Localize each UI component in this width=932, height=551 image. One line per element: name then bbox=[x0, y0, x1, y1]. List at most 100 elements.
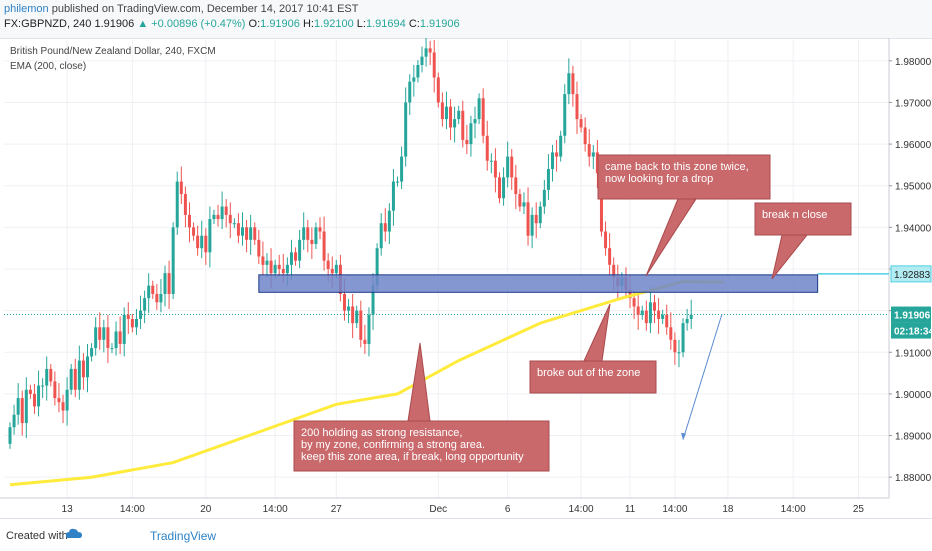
published-text: published on TradingView.com, December 1… bbox=[51, 3, 359, 15]
candle-body bbox=[665, 314, 669, 328]
candle-body bbox=[73, 368, 77, 390]
candle-body bbox=[12, 414, 16, 428]
candle-body bbox=[61, 402, 65, 411]
close-value: 1.91906 bbox=[419, 18, 460, 30]
candle-body bbox=[285, 264, 289, 274]
candle-body bbox=[461, 110, 465, 140]
candle-body bbox=[522, 202, 526, 207]
candle-body bbox=[289, 252, 293, 265]
candle-body bbox=[681, 323, 685, 353]
came-back-callout-box[interactable] bbox=[597, 154, 771, 200]
chart-title: British Pound/New Zealand Dollar, 240, F… bbox=[10, 46, 216, 57]
publish-info: philemon published on TradingView.com, D… bbox=[4, 3, 358, 15]
candle-body bbox=[171, 227, 175, 294]
author-link[interactable]: philemon bbox=[4, 3, 49, 15]
break-close-callout-pointer bbox=[771, 234, 809, 280]
candle-body bbox=[179, 181, 183, 195]
candle-body bbox=[387, 210, 391, 232]
came-back-callout-text: came back to this zone twice, bbox=[605, 161, 749, 173]
ema-note-callout-text: keep this zone area, if break, long oppo… bbox=[301, 451, 524, 463]
candle-body bbox=[669, 327, 673, 340]
candle-body bbox=[652, 302, 656, 311]
candle-body bbox=[90, 348, 94, 357]
candle-body bbox=[196, 235, 200, 249]
candle-body bbox=[37, 385, 41, 407]
candle-body bbox=[396, 181, 400, 183]
candle-body bbox=[518, 194, 522, 207]
broke-out-callout-box[interactable] bbox=[529, 360, 657, 394]
candle-body bbox=[412, 77, 416, 82]
zone-price-badge-bg bbox=[890, 265, 932, 283]
open-value: 1.91906 bbox=[260, 18, 300, 30]
candle-body bbox=[612, 264, 616, 278]
candle-body bbox=[673, 339, 677, 353]
candle-body bbox=[567, 73, 571, 95]
price-tick-label: 1.95000 bbox=[895, 182, 932, 193]
candle-body bbox=[310, 239, 314, 245]
resistance-zone[interactable] bbox=[258, 274, 819, 293]
candle-body bbox=[355, 310, 359, 324]
time-tick-label: 20 bbox=[200, 504, 212, 515]
candle-body bbox=[94, 327, 98, 349]
candle-body bbox=[489, 160, 493, 162]
candle-body bbox=[53, 381, 57, 399]
candle-body bbox=[306, 227, 310, 240]
candle-body bbox=[298, 239, 302, 261]
candle-body bbox=[408, 81, 412, 103]
candle-body bbox=[657, 310, 661, 319]
candle-body bbox=[86, 356, 90, 378]
change-value: ▲ +0.00896 (+0.47%) bbox=[137, 18, 246, 30]
candle-body bbox=[493, 160, 497, 178]
candle-body bbox=[538, 206, 542, 224]
candle-body bbox=[228, 214, 232, 224]
ema-note-callout-text: 200 holding as strong resistance, bbox=[301, 427, 462, 439]
candle-body bbox=[216, 214, 220, 220]
projection-arrow[interactable] bbox=[682, 313, 723, 440]
price-tick-label: 1.89000 bbox=[895, 432, 932, 443]
price-chart[interactable]: 1.880001.890001.900001.910001.920001.930… bbox=[0, 38, 932, 518]
candle-body bbox=[192, 227, 196, 236]
broke-out-callout-pointer bbox=[583, 303, 611, 362]
candle-body bbox=[200, 235, 204, 249]
time-tick-label: Dec bbox=[429, 504, 447, 515]
candle-body bbox=[277, 264, 281, 269]
candle-body bbox=[391, 181, 395, 211]
candle-body bbox=[502, 177, 506, 199]
chart-area[interactable]: 1.880001.890001.900001.910001.920001.930… bbox=[0, 38, 932, 518]
candle-body bbox=[685, 318, 689, 324]
price-tick-label: 1.97000 bbox=[895, 98, 932, 109]
candle-body bbox=[599, 173, 603, 232]
created-with-label: Created with bbox=[6, 530, 68, 542]
candle-body bbox=[453, 119, 457, 128]
time-tick-label: 14:00 bbox=[662, 504, 687, 515]
candle-body bbox=[330, 269, 334, 274]
time-tick-label: 13 bbox=[62, 504, 74, 515]
candle-body bbox=[473, 119, 477, 124]
candle-body bbox=[281, 269, 285, 274]
ema-note-callout-box[interactable] bbox=[293, 420, 550, 472]
candle-body bbox=[163, 273, 167, 294]
candle-body bbox=[269, 260, 273, 274]
candle-body bbox=[351, 306, 355, 324]
candle-body bbox=[81, 360, 85, 378]
time-tick-label: 18 bbox=[722, 504, 734, 515]
candle-body bbox=[265, 260, 269, 265]
time-tick-label: 11 bbox=[625, 504, 636, 515]
candle-body bbox=[636, 306, 640, 315]
candle-body bbox=[134, 318, 138, 328]
candle-body bbox=[648, 302, 652, 324]
last-price-badge-bg bbox=[891, 306, 931, 323]
candle-body bbox=[102, 327, 106, 340]
tradingview-brand[interactable]: TradingView bbox=[66, 528, 216, 543]
candle-body bbox=[322, 231, 326, 261]
candle-body bbox=[551, 152, 555, 170]
candle-body bbox=[77, 360, 81, 390]
candle-body bbox=[220, 206, 224, 220]
ema-note-callout-text: by my zone, confirming a strong area. bbox=[301, 439, 485, 451]
candle-body bbox=[375, 248, 379, 286]
break-close-callout-box[interactable] bbox=[754, 202, 852, 236]
candle-body bbox=[24, 389, 28, 424]
price-tick-label: 1.91000 bbox=[895, 348, 932, 359]
time-tick-label: 14:00 bbox=[569, 504, 594, 515]
candle-body bbox=[595, 152, 599, 174]
